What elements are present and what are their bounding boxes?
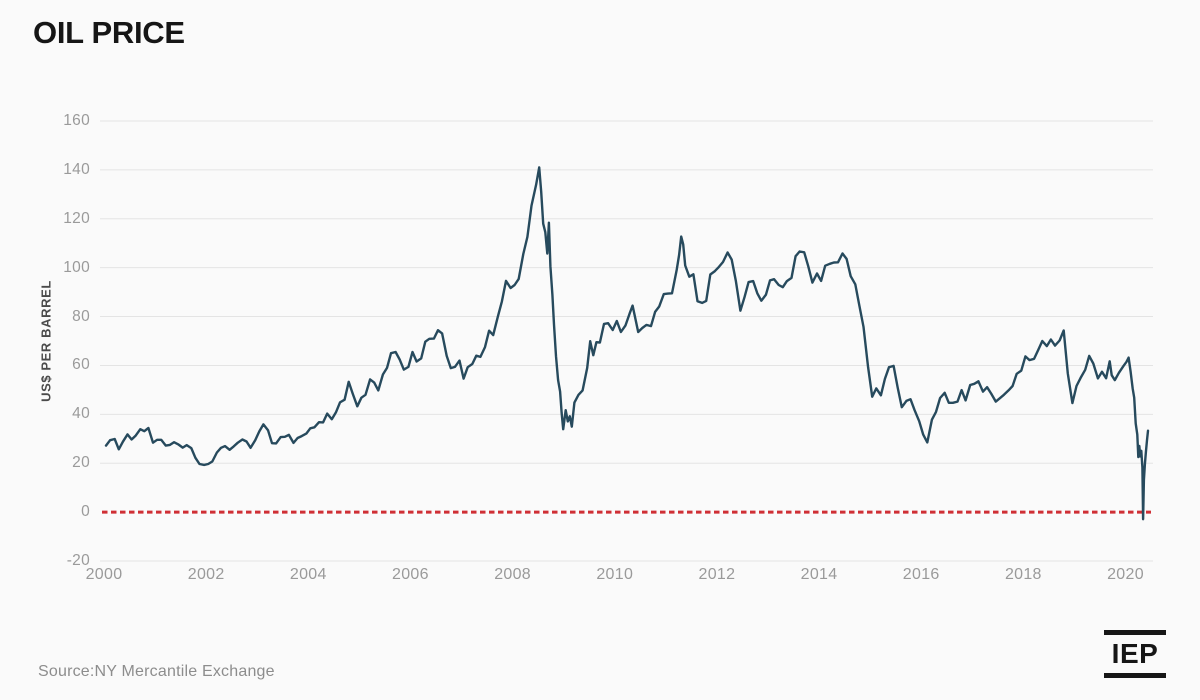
- y-tick-label-140: 140: [63, 160, 90, 178]
- y-tick-label-100: 100: [63, 258, 90, 276]
- y-tick-label-40: 40: [72, 405, 90, 423]
- x-tick-label-2016: 2016: [902, 566, 940, 583]
- x-tick-label-2008: 2008: [494, 566, 531, 583]
- logo-bottom-bar: [1104, 673, 1166, 678]
- source-note: Source:NY Mercantile Exchange: [38, 663, 275, 680]
- x-tick-label-2006: 2006: [392, 566, 429, 583]
- y-tick-label-0: 0: [81, 503, 90, 521]
- plot-area: [100, 120, 1153, 562]
- y-axis-tick-labels: 160 140 120 100 80 60 40 20 0 -20: [0, 0, 90, 700]
- logo-text: IEP: [1111, 638, 1159, 669]
- y-tick-label-120: 120: [63, 209, 90, 227]
- oil-price-line: [104, 166, 1150, 521]
- x-tick-label-2004: 2004: [289, 566, 327, 583]
- x-tick-label-2002: 2002: [187, 566, 225, 583]
- y-tick-label-20: 20: [72, 454, 90, 472]
- x-tick-label-2018: 2018: [1004, 566, 1042, 583]
- y-tick-label-160: 160: [63, 112, 90, 129]
- x-axis-tick-labels: 2000 2002 2004 2006 2008 2010 2012 2014 2016 2018…: [86, 566, 1153, 590]
- x-tick-label-2012: 2012: [698, 566, 736, 583]
- x-tick-label-2000: 2000: [85, 566, 123, 583]
- iep-logo: IEP: [1104, 630, 1166, 678]
- x-tick-label-2014: 2014: [800, 566, 838, 583]
- x-tick-label-2020: 2020: [1107, 566, 1144, 583]
- price-chart-svg: [100, 120, 1153, 562]
- x-tick-label-2010: 2010: [596, 566, 634, 583]
- y-tick-label-60: 60: [72, 356, 90, 374]
- logo-top-bar: [1104, 630, 1166, 635]
- y-tick-label--20: -20: [66, 552, 90, 569]
- page-title: OIL PRICE: [33, 15, 185, 50]
- y-tick-label-80: 80: [72, 307, 90, 325]
